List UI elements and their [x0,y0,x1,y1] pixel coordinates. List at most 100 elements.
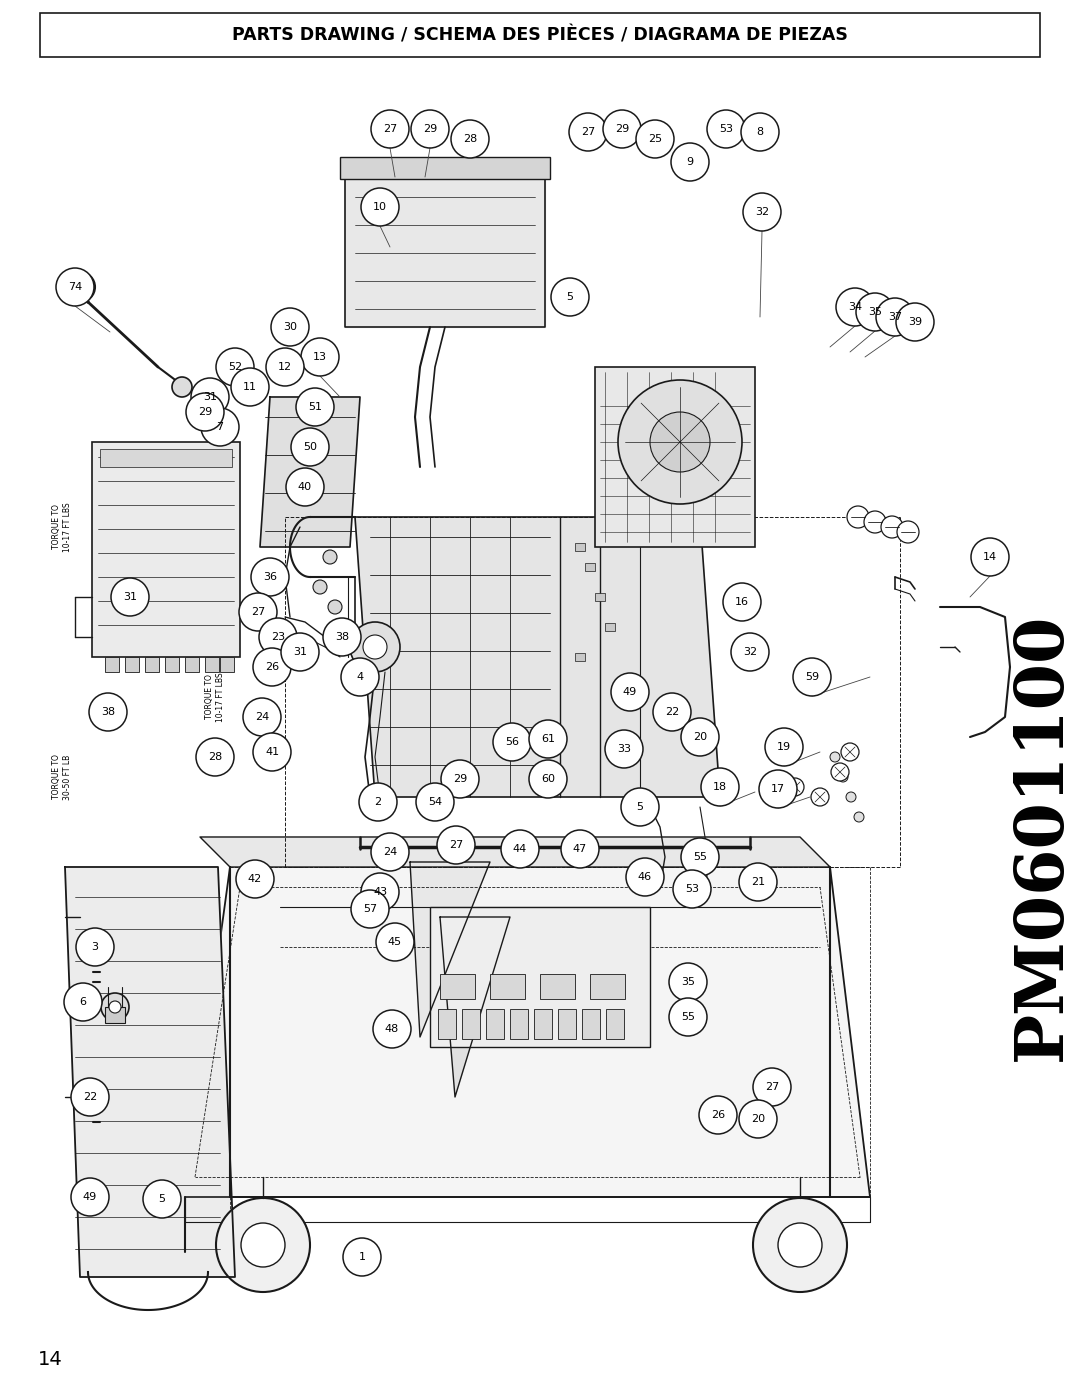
Text: 40: 40 [298,482,312,492]
Text: 53: 53 [685,884,699,894]
Circle shape [253,648,291,686]
Circle shape [836,288,874,326]
Circle shape [111,578,149,616]
Circle shape [143,1180,181,1218]
Bar [340,156,550,179]
Text: 50: 50 [303,441,318,453]
Circle shape [359,782,397,821]
Circle shape [699,1097,737,1134]
Circle shape [753,1199,847,1292]
Circle shape [618,380,742,504]
Bar [534,1009,552,1039]
Text: 21: 21 [751,877,765,887]
Text: 16: 16 [735,597,750,608]
Bar [590,974,625,999]
Circle shape [701,768,739,806]
Text: 28: 28 [463,134,477,144]
Text: 41: 41 [265,747,279,757]
Text: PM0601100: PM0601100 [1010,613,1075,1062]
Circle shape [216,1199,310,1292]
Text: 27: 27 [383,124,397,134]
Text: 5: 5 [636,802,644,812]
Bar [490,974,525,999]
Text: 59: 59 [805,672,819,682]
Circle shape [603,110,642,148]
Circle shape [529,719,567,759]
Polygon shape [185,868,870,1197]
Text: 32: 32 [755,207,769,217]
Circle shape [671,142,708,182]
Text: 29: 29 [198,407,212,416]
Bar [585,563,595,571]
Text: TORQUE TO
10-17 FT LBS: TORQUE TO 10-17 FT LBS [52,502,71,552]
Text: 29: 29 [423,124,437,134]
Circle shape [831,763,849,781]
Text: 31: 31 [293,647,307,657]
Text: 45: 45 [388,937,402,947]
Text: 22: 22 [83,1092,97,1102]
Text: 1: 1 [359,1252,365,1261]
Bar [605,623,615,631]
Text: 27: 27 [251,608,265,617]
Text: 43: 43 [373,887,387,897]
Bar [205,657,219,672]
Circle shape [636,120,674,158]
Circle shape [437,826,475,863]
Circle shape [343,1238,381,1275]
Circle shape [73,279,87,293]
Bar [100,448,232,467]
Circle shape [328,599,342,615]
Text: 39: 39 [908,317,922,327]
Text: 10: 10 [373,203,387,212]
Text: 38: 38 [100,707,116,717]
Circle shape [669,963,707,1002]
Circle shape [350,622,400,672]
Circle shape [65,272,95,302]
Bar [510,1009,528,1039]
Circle shape [259,617,297,657]
Circle shape [323,617,361,657]
Circle shape [301,338,339,376]
Circle shape [971,538,1009,576]
Polygon shape [260,397,360,548]
Circle shape [313,580,327,594]
Text: PARTS DRAWING / SCHEMA DES PIÈCES / DIAGRAMA DE PIEZAS: PARTS DRAWING / SCHEMA DES PIÈCES / DIAG… [232,27,848,43]
Circle shape [296,388,334,426]
Circle shape [846,792,856,802]
Bar [462,1009,480,1039]
Circle shape [561,830,599,868]
Text: 9: 9 [687,156,693,168]
Circle shape [271,307,309,346]
Circle shape [741,113,779,151]
Circle shape [876,298,914,337]
Circle shape [376,923,414,961]
Circle shape [626,858,664,895]
Polygon shape [355,517,720,798]
Text: 5: 5 [159,1194,165,1204]
Circle shape [186,393,224,432]
Bar [582,1009,600,1039]
Circle shape [411,110,449,148]
Circle shape [896,303,934,341]
Text: 52: 52 [228,362,242,372]
Circle shape [243,698,281,736]
Text: 44: 44 [513,844,527,854]
Polygon shape [440,916,510,1097]
Circle shape [109,1002,121,1013]
Text: 46: 46 [638,872,652,882]
Circle shape [864,511,886,534]
Text: 37: 37 [888,312,902,321]
Text: 55: 55 [681,1011,696,1023]
Bar [438,1009,456,1039]
Text: 26: 26 [711,1111,725,1120]
Circle shape [739,863,777,901]
Text: 42: 42 [248,875,262,884]
Circle shape [451,120,489,158]
Circle shape [778,1222,822,1267]
Circle shape [56,268,94,306]
Circle shape [669,997,707,1037]
Text: 13: 13 [313,352,327,362]
Circle shape [195,738,234,775]
Circle shape [191,379,229,416]
Bar [540,974,575,999]
